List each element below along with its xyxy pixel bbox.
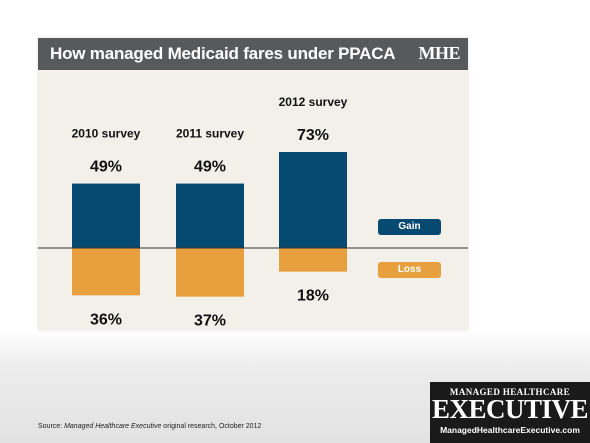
labels-group: 49% 2010 survey 36% 49% 2011 survey 37% 73% 201… [72,95,348,330]
category-label: 2010 survey [72,127,141,141]
gain-value-label: 49% [194,159,226,176]
gain-bar [72,183,140,248]
loss-value-label: 18% [297,288,329,305]
category-label: 2012 survey [279,95,348,109]
loss-value-label: 37% [194,313,226,330]
loss-bar [279,248,347,272]
gain-value-label: 73% [297,127,329,144]
source-prefix: Source: [38,423,65,430]
source-publication: Managed Healthcare Executive [64,423,162,430]
gain-bar [279,152,347,248]
legend-loss: Loss [378,262,441,278]
legend-gain: Gain [378,219,441,235]
loss-bar [72,248,140,296]
gain-value-label: 49% [90,159,122,176]
mhe-logo: MHE [418,43,461,63]
bars-group [72,152,347,297]
source-suffix: original research, October 2012 [161,423,262,430]
title-bar: How managed Medicaid fares under PPACA M… [38,38,468,70]
brand-main-text: EXECUTIVE [431,394,589,424]
loss-bar [176,248,244,297]
brand-url: ManagedHealthcareExecutive.com [440,425,580,435]
category-label: 2011 survey [176,127,244,141]
brand-top-text: MANAGED HEALTHCARE [449,387,571,397]
loss-value-label: 36% [90,311,122,328]
brand-logo: MANAGED HEALTHCARE EXECUTIVE ManagedHeal… [430,382,590,443]
chart-title: How managed Medicaid fares under PPACA [50,44,396,63]
source-note: Source: Managed Healthcare Executive ori… [38,423,261,430]
gain-bar [176,183,244,248]
